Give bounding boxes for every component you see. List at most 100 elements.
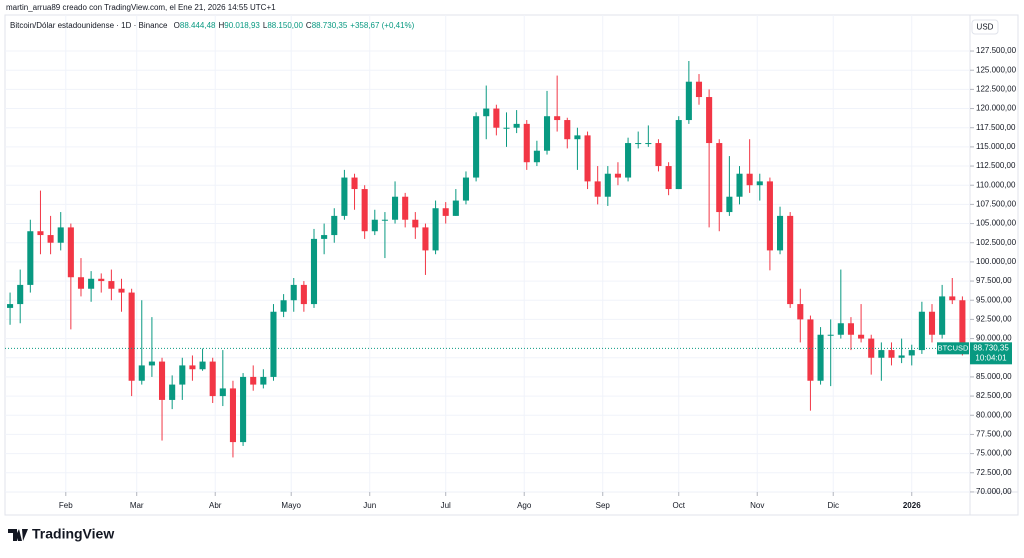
ohlc-key: H [218, 21, 224, 30]
candle-body [473, 116, 480, 178]
x-tick-label: Nov [750, 501, 764, 510]
logo: TradingView [8, 526, 114, 542]
candle-body [604, 173, 611, 197]
ohlc-value: 88.444,48 [180, 21, 216, 30]
currency-box[interactable] [971, 19, 999, 35]
candle-body [310, 238, 318, 305]
candle-body [351, 177, 358, 190]
candle-body [766, 181, 773, 251]
candle-body [250, 376, 257, 385]
caption: martin_arrua89 creado con TradingView.co… [6, 3, 276, 12]
candle-body [412, 219, 419, 228]
x-tick-label: Abr [209, 501, 222, 510]
candle-body [17, 284, 24, 305]
candle-body [452, 200, 459, 216]
candle-body [584, 135, 591, 182]
y-tick-label: 85.000,00 [976, 372, 1012, 381]
candle-body [726, 196, 733, 213]
candle-body [392, 196, 399, 220]
chart-frame [4, 14, 1019, 516]
candle-body [878, 350, 885, 358]
candle-body [706, 97, 713, 144]
x-tick-label: Feb [59, 501, 73, 510]
x-tick-label: Dic [827, 501, 839, 510]
y-tick-label: 110.000,00 [976, 180, 1016, 189]
y-tick-label: 112.500,00 [976, 161, 1016, 170]
y-tick-label: 90.000,00 [976, 334, 1012, 343]
y-tick-label: 75.000,00 [976, 449, 1012, 458]
y-tick-label: 70.000,00 [976, 487, 1012, 496]
candle-body [513, 123, 520, 128]
candle-body [533, 150, 540, 163]
candle-body [432, 208, 439, 251]
candle-body [898, 355, 905, 358]
candle-body [959, 300, 966, 349]
y-tick-label: 80.000,00 [976, 410, 1012, 419]
candle-body [442, 208, 449, 216]
candle-body [868, 338, 875, 358]
ohlc-key: O [174, 21, 180, 30]
candle-body [108, 281, 115, 289]
candle-body [827, 334, 834, 336]
candle-body [321, 235, 328, 239]
candle-body [169, 384, 176, 400]
candle-body [209, 361, 216, 397]
candle-body [361, 189, 368, 232]
candle-body [594, 181, 601, 197]
candle-body [807, 319, 814, 381]
candle-body [260, 376, 267, 385]
y-tick-label: 117.500,00 [976, 123, 1016, 132]
candle-body [7, 304, 14, 308]
candle-body [787, 215, 794, 305]
candle-body [179, 365, 186, 385]
candle-body [756, 181, 763, 186]
candle-body [746, 173, 753, 186]
y-tick-label: 115.000,00 [976, 142, 1016, 151]
candle-body [67, 227, 74, 278]
price-tag-value-box [970, 342, 1012, 365]
y-tick-label: 102.500,00 [976, 238, 1017, 247]
ohlc-key: C [306, 21, 312, 30]
candle-body [280, 300, 287, 312]
currency[interactable]: USD [977, 23, 994, 32]
logo-mark [8, 529, 28, 541]
price-tag-name: BTCUSD [938, 343, 969, 352]
candle-body [88, 278, 95, 289]
candle-body [138, 365, 145, 381]
candle-body [199, 361, 206, 370]
candle-body [614, 173, 621, 178]
candle-body [402, 196, 409, 220]
candle-body [158, 361, 166, 400]
x-tick-label: Mayo [281, 501, 301, 510]
candle-body [483, 108, 490, 117]
countdown: 10:04:01 [975, 353, 1007, 362]
candle-body [371, 219, 378, 232]
last-price: 88.730,35 [973, 343, 1009, 352]
ohlc-value: 88.730,35 [312, 21, 348, 30]
x-tick-label: Jul [441, 501, 451, 510]
candle-body [128, 292, 135, 381]
y-tick-label: 97.500,00 [976, 276, 1012, 285]
candle-body [797, 304, 804, 320]
x-tick-label: Ago [517, 501, 532, 510]
candle-body [949, 296, 956, 301]
candle-body [574, 135, 581, 140]
candle-body [554, 116, 561, 121]
candle-body [118, 288, 125, 293]
candle-body [523, 123, 530, 163]
candle-body [229, 388, 236, 443]
x-tick-label: 2026 [903, 501, 921, 510]
y-tick-label: 107.500,00 [976, 200, 1017, 209]
plot: 70.000,00 72.500,00 75.000,00 77.500,00 80.0… [5, 15, 1018, 515]
candle-body [817, 334, 824, 381]
y-tick-label: 77.500,00 [976, 430, 1012, 439]
price-tag [937, 342, 969, 355]
candle-body [189, 365, 196, 370]
candle-body [928, 311, 936, 335]
candle-body [57, 227, 64, 243]
candle-body [240, 376, 247, 443]
candle-body [331, 215, 338, 236]
x-tick-label: Oct [673, 501, 686, 510]
candle-body [655, 143, 662, 167]
